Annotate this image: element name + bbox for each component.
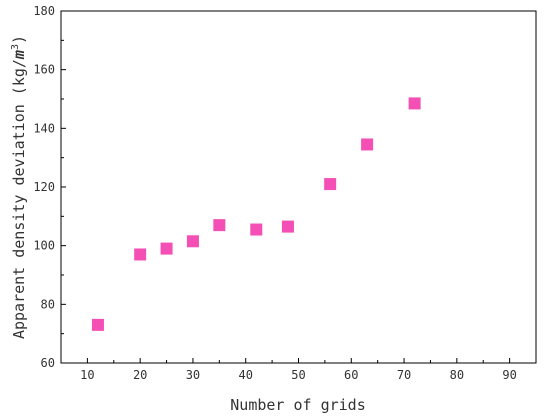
y-tick-label: 120	[33, 180, 55, 194]
x-tick-label: 60	[344, 368, 358, 382]
data-point	[281, 220, 294, 233]
x-tick-label: 10	[80, 368, 94, 382]
x-tick-label: 40	[238, 368, 252, 382]
x-tick-label: 50	[291, 368, 305, 382]
data-point	[160, 242, 173, 255]
data-point	[91, 318, 104, 331]
y-axis: 60 80 100 120 140 160 180	[33, 4, 66, 370]
y-axis-title-prefix: Apparent density deviation (kg/	[10, 59, 28, 339]
y-axis-title-suffix: )	[10, 35, 28, 44]
x-tick-label: 80	[450, 368, 464, 382]
data-points	[91, 97, 421, 331]
y-axis-title: Apparent density deviation (kg/m3)	[10, 35, 28, 339]
x-tick-label: 70	[397, 368, 411, 382]
data-point	[250, 223, 263, 236]
x-axis-title: Number of grids	[230, 396, 365, 414]
data-point	[408, 97, 421, 110]
data-point	[213, 219, 226, 232]
data-point	[134, 248, 147, 261]
y-tick-label: 160	[33, 63, 55, 77]
x-axis: 10 20 30 40 50 60 70 80 90	[60, 358, 537, 382]
x-tick-label: 90	[502, 368, 516, 382]
x-tick-label: 30	[186, 368, 200, 382]
plot-frame	[60, 10, 537, 364]
data-point	[324, 178, 337, 191]
data-point	[361, 138, 374, 151]
y-tick-label: 80	[41, 297, 55, 311]
y-axis-title-unit: m	[10, 50, 28, 60]
y-tick-label: 180	[33, 4, 55, 18]
y-axis-title-exponent: 3	[10, 44, 21, 50]
data-point	[186, 235, 199, 248]
x-tick-label: 20	[133, 368, 147, 382]
y-tick-label: 140	[33, 121, 55, 135]
y-tick-label: 100	[33, 239, 55, 253]
plot-border	[60, 10, 537, 364]
y-tick-label: 60	[41, 356, 55, 370]
